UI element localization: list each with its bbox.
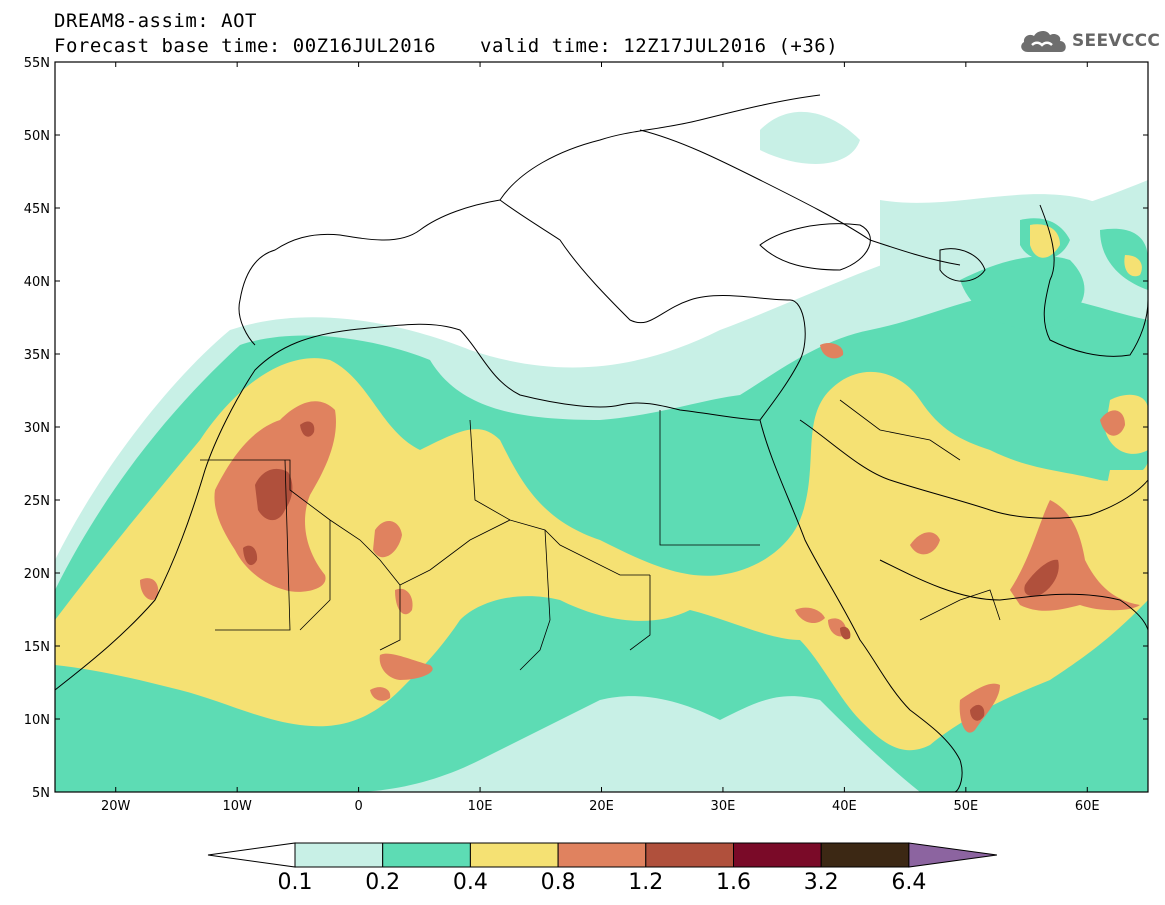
colorbar-swatch: [820, 842, 910, 868]
colorbar-swatch: [733, 842, 822, 868]
colorbar-label: 0.8: [541, 870, 576, 895]
country-borders: [200, 399, 1001, 671]
forecast-base-time: Forecast base time: 00Z16JUL2016: [54, 35, 437, 57]
seevccc-logo: SEEVCCC: [1018, 26, 1160, 56]
lat-label: 40N: [24, 275, 50, 290]
longitude-axis: 20W 10W 0 10E 20E 30E 40E 50E 60E: [101, 62, 1100, 814]
lat-label: 5N: [32, 786, 50, 801]
colorbar-label: 0.4: [453, 870, 488, 895]
lon-label: 20E: [589, 799, 614, 814]
valid-time: valid time: 12Z17JUL2016 (+36): [480, 35, 839, 57]
lon-label: 0: [354, 799, 362, 814]
colorbar-label: 1.6: [716, 870, 751, 895]
coastlines: [55, 94, 1148, 792]
colorbar-arrow-low: [207, 842, 296, 868]
map-title: DREAM8-assim: AOT: [54, 10, 257, 32]
lat-label: 30N: [24, 421, 50, 436]
lon-label: 30E: [711, 799, 736, 814]
aot-level-1.2: [243, 421, 1059, 721]
lat-label: 20N: [24, 567, 50, 582]
lat-label: 10N: [24, 713, 50, 728]
colorbar-label: 3.2: [804, 870, 839, 895]
colorbar-label: 6.4: [891, 870, 926, 895]
lon-label: 10W: [222, 799, 252, 814]
colorbar-swatch: [294, 842, 384, 868]
colorbar-arrow-high: [908, 842, 997, 868]
lat-label: 25N: [24, 494, 50, 509]
lat-label: 55N: [24, 56, 50, 71]
lat-label: 50N: [24, 129, 50, 144]
lat-label: 45N: [24, 202, 50, 217]
cloud-icon: [1021, 30, 1066, 52]
colorbar-swatch: [645, 842, 734, 868]
colorbar-label: 0.1: [278, 870, 313, 895]
colorbar-swatch: [557, 842, 647, 868]
colorbar-label: 1.2: [628, 870, 663, 895]
lat-label: 15N: [24, 640, 50, 655]
latitude-axis: 55N 50N 45N 40N 35N 30N 25N 20N 15N 10N 5N: [24, 56, 1148, 801]
lon-label: 60E: [1075, 799, 1100, 814]
colorbar-label: 0.2: [365, 870, 400, 895]
colorbar-swatch: [469, 842, 559, 868]
lon-label: 20W: [101, 799, 131, 814]
lon-label: 50E: [953, 799, 978, 814]
lon-label: 40E: [832, 799, 857, 814]
logo-text: SEEVCCC: [1072, 31, 1161, 51]
lon-label: 10E: [468, 799, 493, 814]
lat-label: 35N: [24, 348, 50, 363]
colorbar-swatch: [382, 842, 471, 868]
